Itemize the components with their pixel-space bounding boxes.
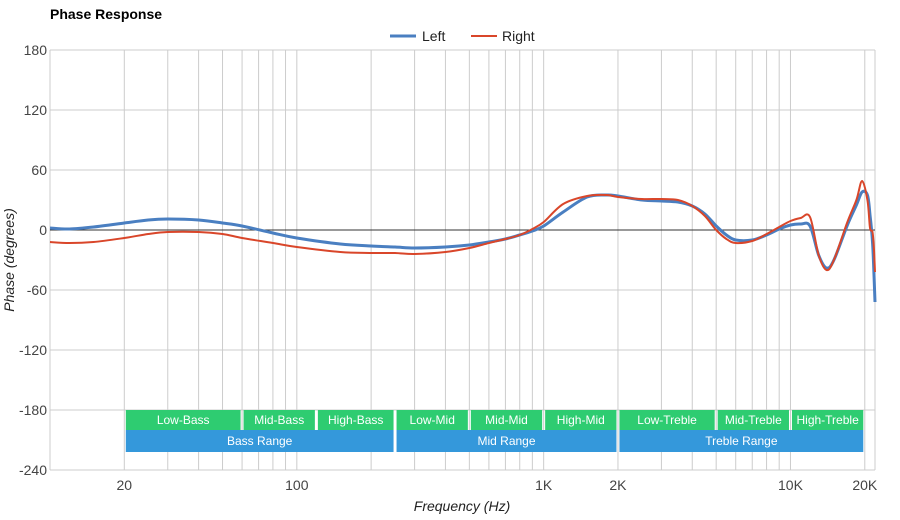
band-label: Low-Treble — [637, 413, 697, 427]
band-label: Treble Range — [705, 434, 778, 448]
y-tick-label: 120 — [24, 102, 48, 118]
frequency-bands: Low-Bass Mid-Bass High-Bass Low-Mid Mid-Mid H… — [125, 410, 864, 452]
band-low-treble — [619, 410, 715, 430]
band-label: Mid-Mid — [485, 413, 528, 427]
x-tick-label: 20 — [117, 477, 133, 493]
band-mid-mid — [470, 410, 543, 430]
band-label: Low-Mid — [410, 413, 455, 427]
band-treble-range — [619, 430, 864, 452]
band-label: High-Bass — [328, 413, 383, 427]
band-high-bass — [317, 410, 394, 430]
band-label: High-Treble — [797, 413, 860, 427]
chart-title: Phase Response — [50, 6, 162, 22]
band-label: High-Mid — [557, 413, 605, 427]
x-tick-label: 100 — [285, 477, 309, 493]
band-label: Mid-Treble — [725, 413, 782, 427]
y-tick-label: -240 — [19, 462, 47, 478]
band-bass-range — [125, 430, 394, 452]
band-label: Low-Bass — [157, 413, 210, 427]
y-tick-label: -60 — [27, 282, 47, 298]
band-high-mid — [545, 410, 617, 430]
band-low-mid — [396, 410, 468, 430]
series-layer — [49, 180, 877, 303]
x-tick-label: 10K — [778, 477, 804, 493]
y-tick-label: 180 — [24, 42, 48, 58]
band-label: Bass Range — [227, 434, 293, 448]
series-line-right — [49, 180, 876, 273]
band-low-bass — [125, 410, 241, 430]
x-axis-ticks: 20 100 1K 2K 10K 20K — [117, 477, 878, 493]
y-tick-label: 60 — [31, 162, 47, 178]
band-label: Mid-Bass — [254, 413, 304, 427]
grid — [49, 49, 876, 471]
band-label: Mid Range — [477, 434, 535, 448]
legend: Left Right — [390, 28, 535, 44]
y-axis-ticks: 180 120 60 0 -60 -120 -180 -240 — [19, 42, 47, 478]
band-high-treble — [791, 410, 864, 430]
y-axis-title: Phase (degrees) — [1, 208, 17, 312]
y-tick-label: -180 — [19, 402, 47, 418]
band-mid-treble — [717, 410, 789, 430]
x-tick-label: 20K — [852, 477, 878, 493]
band-mid-bass — [243, 410, 315, 430]
y-tick-label: 0 — [39, 222, 47, 238]
legend-right-label: Right — [502, 28, 535, 44]
legend-left-label: Left — [422, 28, 445, 44]
band-mid-range — [396, 430, 617, 452]
x-tick-label: 2K — [609, 477, 627, 493]
series-line-left — [49, 189, 877, 303]
y-tick-label: -120 — [19, 342, 47, 358]
x-axis-title: Frequency (Hz) — [414, 498, 510, 514]
x-tick-label: 1K — [535, 477, 553, 493]
